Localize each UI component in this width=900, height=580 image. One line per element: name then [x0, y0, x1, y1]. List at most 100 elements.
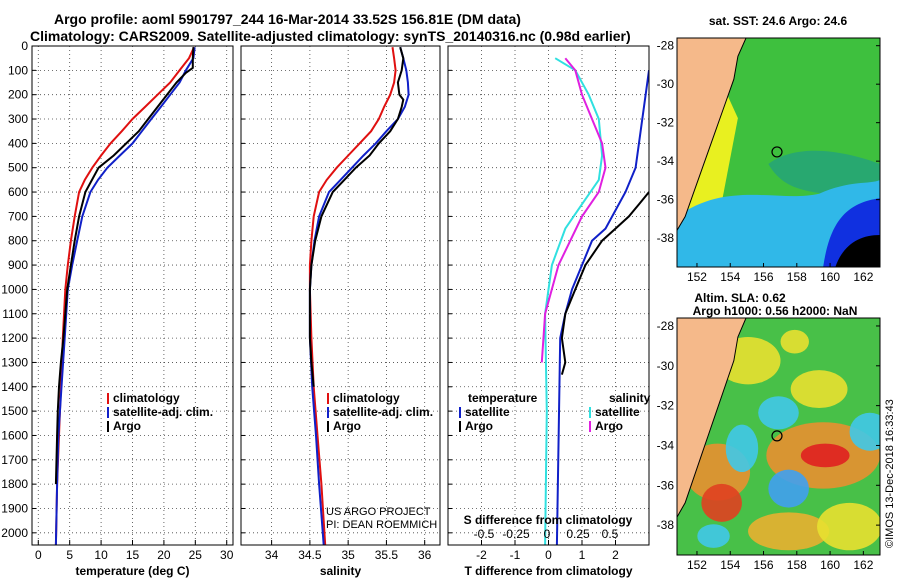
legend-entry: Argo [595, 419, 623, 433]
map-y-tick-label: -30 [657, 77, 675, 91]
x-tick-label: -2 [476, 548, 487, 562]
secondary-tick-label: -0.5 [474, 527, 495, 541]
map-x-tick-label: 158 [787, 558, 807, 572]
series-line-satellite-adj-clim- [54, 47, 196, 545]
legend-entry: Argo [113, 419, 141, 433]
x-tick-label: 30 [220, 548, 234, 562]
map-y-tick-label: -38 [657, 231, 675, 245]
x-axis-label: T difference from climatology [464, 564, 632, 578]
y-tick-label: 2000 [1, 526, 28, 540]
series-line-satellite-adj-clim- [308, 46, 410, 545]
secondary-axis-label: S difference from climatology [464, 513, 633, 527]
sla-anomaly-patch [780, 329, 809, 354]
series-line-climatology [54, 46, 196, 545]
difference-profile-panel: -2 -1 0 1 2 T difference from climatology [447, 45, 650, 578]
series-line-salinity-argo [540, 57, 607, 363]
temperature-profile-panel: 0 5 10 15 20 25 300100200300400500600700800900… [1, 39, 233, 578]
map-x-tick-label: 154 [720, 558, 740, 572]
y-tick-label: 100 [8, 63, 28, 77]
x-tick-label: 1 [579, 548, 586, 562]
series-line-temperature-argo [560, 191, 649, 375]
legend-entry: satellite [595, 405, 640, 419]
sla-anomaly-patch [758, 396, 799, 430]
salinity-profile-panel: 34 34.5 35 35.5 36 salinity [240, 45, 441, 578]
legend-heading-temperature: temperature [468, 391, 538, 405]
sla-anomaly-patch [817, 502, 880, 551]
y-tick-label: 500 [8, 161, 28, 175]
y-tick-label: 1400 [1, 380, 28, 394]
y-tick-label: 800 [8, 234, 28, 248]
map-y-tick-label: -38 [657, 518, 675, 532]
y-tick-label: 1900 [1, 501, 28, 515]
salinity-profile-series [308, 46, 410, 545]
legend-entry: satellite [465, 405, 510, 419]
map-x-tick-label: 162 [853, 558, 873, 572]
legend-entry: Argo [465, 419, 493, 433]
series-line-salinity-satellite [544, 57, 604, 545]
land-mask [677, 38, 747, 232]
x-tick-label: 15 [126, 548, 140, 562]
map-x-tick-label: 158 [787, 270, 807, 284]
series-line-temperature-satellite [555, 70, 649, 545]
map-x-tick-label: 160 [820, 558, 840, 572]
map-x-tick-label: 162 [853, 270, 873, 284]
y-tick-label: 1000 [1, 282, 28, 296]
difference-profile-series [540, 57, 649, 545]
map-x-tick-label: 152 [687, 558, 707, 572]
no-data-region [835, 234, 880, 267]
x-tick-label: 36 [418, 548, 432, 562]
map-x-tick-label: 156 [754, 558, 774, 572]
y-tick-label: 1700 [1, 453, 28, 467]
sla-anomaly-patch [697, 524, 730, 548]
y-tick-label: 1500 [1, 404, 28, 418]
map-frame [676, 37, 881, 268]
secondary-tick-label: 0.25 [566, 527, 590, 541]
x-axis-label: temperature (deg C) [75, 564, 189, 578]
sla-anomaly-patch [701, 483, 742, 522]
sla-anomaly-patch [748, 512, 830, 551]
map-y-tick-label: -28 [657, 319, 675, 333]
map-x-tick-label: 152 [687, 270, 707, 284]
map-y-tick-label: -36 [657, 193, 675, 207]
map-y-tick-label: -32 [657, 116, 675, 130]
map-y-tick-label: -34 [657, 438, 675, 452]
series-line-climatology [308, 47, 397, 545]
map-y-tick-label: -30 [657, 359, 675, 373]
x-tick-label: 2 [612, 548, 619, 562]
map-x-tick-label: 154 [720, 270, 740, 284]
secondary-tick-label: 0.5 [602, 527, 619, 541]
x-tick-label: 34 [265, 548, 279, 562]
sla-map-field [677, 318, 880, 555]
profile-location-marker [771, 146, 783, 158]
y-tick-label: 1600 [1, 428, 28, 442]
legend-entry: climatology [113, 391, 180, 405]
x-tick-label: 35.5 [375, 548, 399, 562]
profile-location-marker [771, 430, 783, 442]
temperature-profile-series [54, 46, 196, 545]
y-tick-label: 200 [8, 88, 28, 102]
map-y-tick-label: -28 [657, 39, 675, 53]
legend-entry: satellite-adj. clim. [333, 405, 433, 419]
legend-heading-salinity: salinity [609, 391, 651, 405]
sla-map-title-line2: Argo h1000: 0.56 h2000: NaN [693, 304, 858, 318]
y-tick-label: 0 [21, 39, 28, 53]
x-tick-label: 10 [94, 548, 108, 562]
x-tick-label: 25 [189, 548, 203, 562]
legend-entry: climatology [333, 391, 400, 405]
legend-entry: Argo [333, 419, 361, 433]
sla-map: 152 154 156 158 160 162 -28 -30 -32 -34 -36 -38 [657, 317, 881, 572]
x-tick-label: 0 [35, 548, 42, 562]
map-frame [676, 317, 881, 556]
sla-anomaly-patch [849, 412, 880, 451]
x-tick-label: 5 [66, 548, 73, 562]
land-mask [677, 318, 747, 519]
watermark: ©IMOS 13-Dec-2018 16:33:43 [884, 399, 896, 548]
y-tick-label: 400 [8, 136, 28, 150]
sla-anomaly-patch [800, 443, 850, 468]
map-x-tick-label: 156 [754, 270, 774, 284]
y-tick-label: 900 [8, 258, 28, 272]
y-tick-label: 1300 [1, 355, 28, 369]
